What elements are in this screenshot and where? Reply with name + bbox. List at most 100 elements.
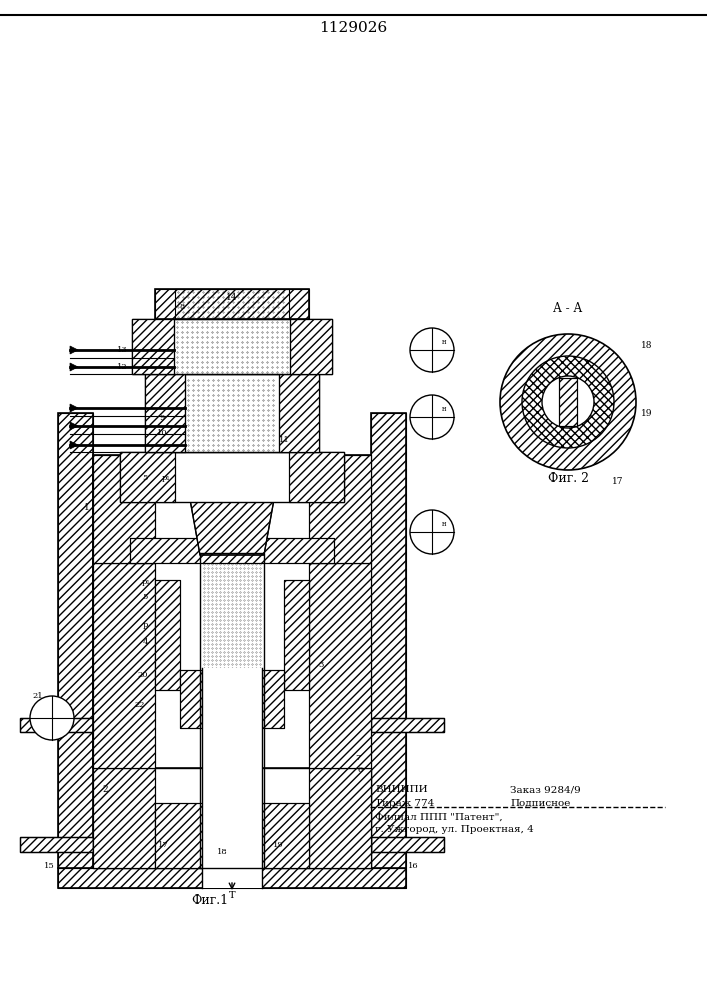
Bar [93,563,371,768]
Text: T: T [228,892,235,900]
Bar [202,668,262,888]
Polygon shape [70,346,78,354]
Bar [262,670,284,728]
Bar [120,452,344,502]
Bar [155,580,180,690]
Bar [284,580,309,690]
Bar [155,803,309,868]
Polygon shape [182,455,282,555]
Text: 5: 5 [143,474,148,482]
Bar [132,319,332,374]
Text: 19: 19 [641,410,653,418]
Bar [58,868,406,888]
Text: 14: 14 [226,294,238,302]
Text: 1: 1 [84,504,90,512]
Bar [155,580,180,690]
Text: 20: 20 [137,671,148,679]
Bar [371,718,444,732]
Text: 22: 22 [134,701,145,709]
Bar [155,289,309,319]
Bar [371,837,444,852]
Text: 7: 7 [355,754,361,762]
Text: p₁: p₁ [141,578,150,586]
Bar [309,768,371,868]
Bar [132,319,174,374]
Bar [371,413,406,868]
Text: 5: 5 [143,593,148,601]
Bar [130,538,334,563]
Bar [93,455,155,563]
Text: 13: 13 [117,346,128,354]
Bar [289,452,344,502]
Bar [93,455,155,563]
Bar [180,670,202,728]
Text: г. Ужгород, ул. Проектная, 4: г. Ужгород, ул. Проектная, 4 [375,826,534,834]
Text: н: н [442,520,447,528]
Bar [200,553,264,868]
Polygon shape [70,441,78,449]
Bar [20,718,93,732]
Bar [20,718,93,732]
Bar [93,563,155,768]
Text: p₁: p₁ [162,474,170,482]
Text: 21: 21 [33,692,43,700]
Circle shape [410,395,454,439]
Text: 16: 16 [408,862,419,870]
Bar [155,289,309,319]
Text: 15: 15 [45,862,55,870]
Bar [185,374,279,452]
Circle shape [410,328,454,372]
Bar [20,837,93,852]
Bar [93,563,155,768]
Bar [309,455,371,563]
Bar [371,718,444,732]
Bar [93,768,371,868]
Bar [120,452,175,502]
Text: 18: 18 [641,342,653,351]
Bar [175,289,289,319]
Text: А - А: А - А [554,302,583,314]
Polygon shape [70,404,78,412]
Text: Подписное: Подписное [510,798,571,808]
Text: Фиг.1: Фиг.1 [192,894,228,906]
Bar [58,413,93,868]
Text: 11: 11 [279,436,289,444]
Circle shape [30,696,74,740]
Bar [93,455,371,563]
Bar [289,452,344,502]
Text: 17: 17 [612,478,624,487]
Bar [174,319,290,374]
Text: 12: 12 [117,363,128,371]
Bar [185,374,279,452]
Bar [130,538,334,563]
Text: н: н [442,338,447,346]
Bar [200,553,264,868]
Polygon shape [70,363,78,371]
Text: 6: 6 [358,766,363,774]
Bar [262,670,284,728]
Text: Филиал ППП "Патент",: Филиал ППП "Патент", [375,812,503,822]
Text: p: p [143,621,148,629]
Circle shape [542,376,594,428]
Bar [175,289,289,319]
Bar [279,374,319,452]
Bar [58,413,93,868]
Text: 18: 18 [216,848,228,856]
Bar [58,868,406,888]
Bar [559,378,577,426]
Bar [559,378,577,426]
Polygon shape [70,422,78,430]
Bar [371,837,444,852]
Bar [371,413,406,868]
Bar [290,319,332,374]
Text: 10: 10 [157,429,168,437]
Bar [284,580,309,690]
Text: 4: 4 [143,638,148,646]
Bar [145,374,185,452]
Text: Заказ 9284/9: Заказ 9284/9 [510,786,580,794]
Bar [180,670,202,728]
Bar [145,374,185,452]
Text: Тираж 774: Тираж 774 [375,798,434,808]
Bar [93,768,155,868]
Bar [20,837,93,852]
